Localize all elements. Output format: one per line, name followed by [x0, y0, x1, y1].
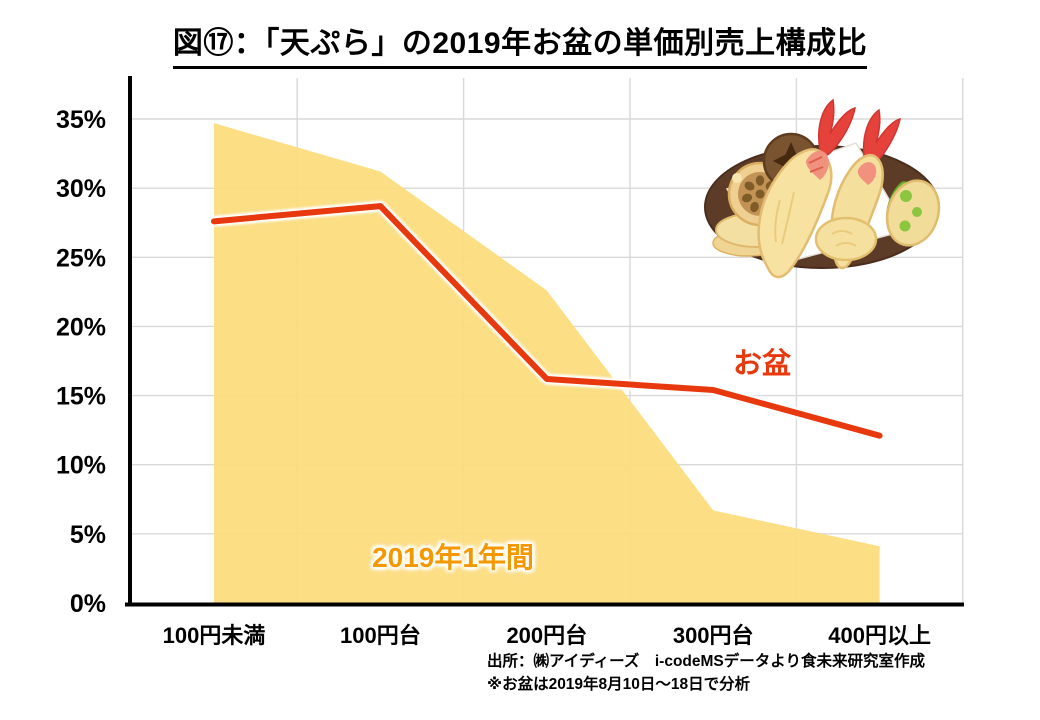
- y-tick-label: 0%: [70, 590, 106, 618]
- x-category-label: 400円以上: [828, 623, 931, 648]
- y-tick-label: 15%: [56, 383, 106, 411]
- y-tick-label: 30%: [56, 175, 106, 203]
- chart-title: 図⑰：「天ぷら」の2019年お盆の単価別売上構成比: [172, 18, 868, 69]
- y-tick-label: 35%: [56, 106, 106, 134]
- y-tick-label: 20%: [56, 313, 106, 341]
- area-polygon: [214, 123, 880, 604]
- year-area-label: 2019年1年間: [372, 542, 534, 573]
- x-category-label: 200円台: [506, 623, 587, 648]
- y-tick-label: 25%: [56, 244, 106, 272]
- x-category-label: 100円台: [340, 623, 421, 648]
- obon-line-label: お盆: [732, 348, 792, 380]
- source-line-1: 出所：㈱アイディーズ i-codeMSデータより食未来研究室作成: [487, 653, 925, 670]
- source-note: 出所：㈱アイディーズ i-codeMSデータより食未来研究室作成 ※お盆は201…: [487, 650, 925, 697]
- y-tick-label: 10%: [56, 452, 106, 480]
- y-axis-tick-labels: 0% 5% 10% 15% 20% 25% 30% 35%: [56, 106, 106, 618]
- y-tick-label: 5%: [70, 521, 106, 549]
- x-category-label: 300円台: [673, 623, 754, 648]
- axes: [125, 76, 964, 607]
- area-series-2019-year: [214, 123, 880, 604]
- x-category-label: 100円未満: [163, 623, 266, 648]
- source-line-2: ※お盆は2019年8月10日～18日で分析: [487, 676, 751, 694]
- obon-line-series: [208, 200, 886, 442]
- x-axis-category-labels: 100円未満 100円台 200円台 300円台 400円以上: [163, 623, 931, 648]
- tempura-plate-icon: [704, 98, 941, 279]
- line-path: [211, 203, 883, 439]
